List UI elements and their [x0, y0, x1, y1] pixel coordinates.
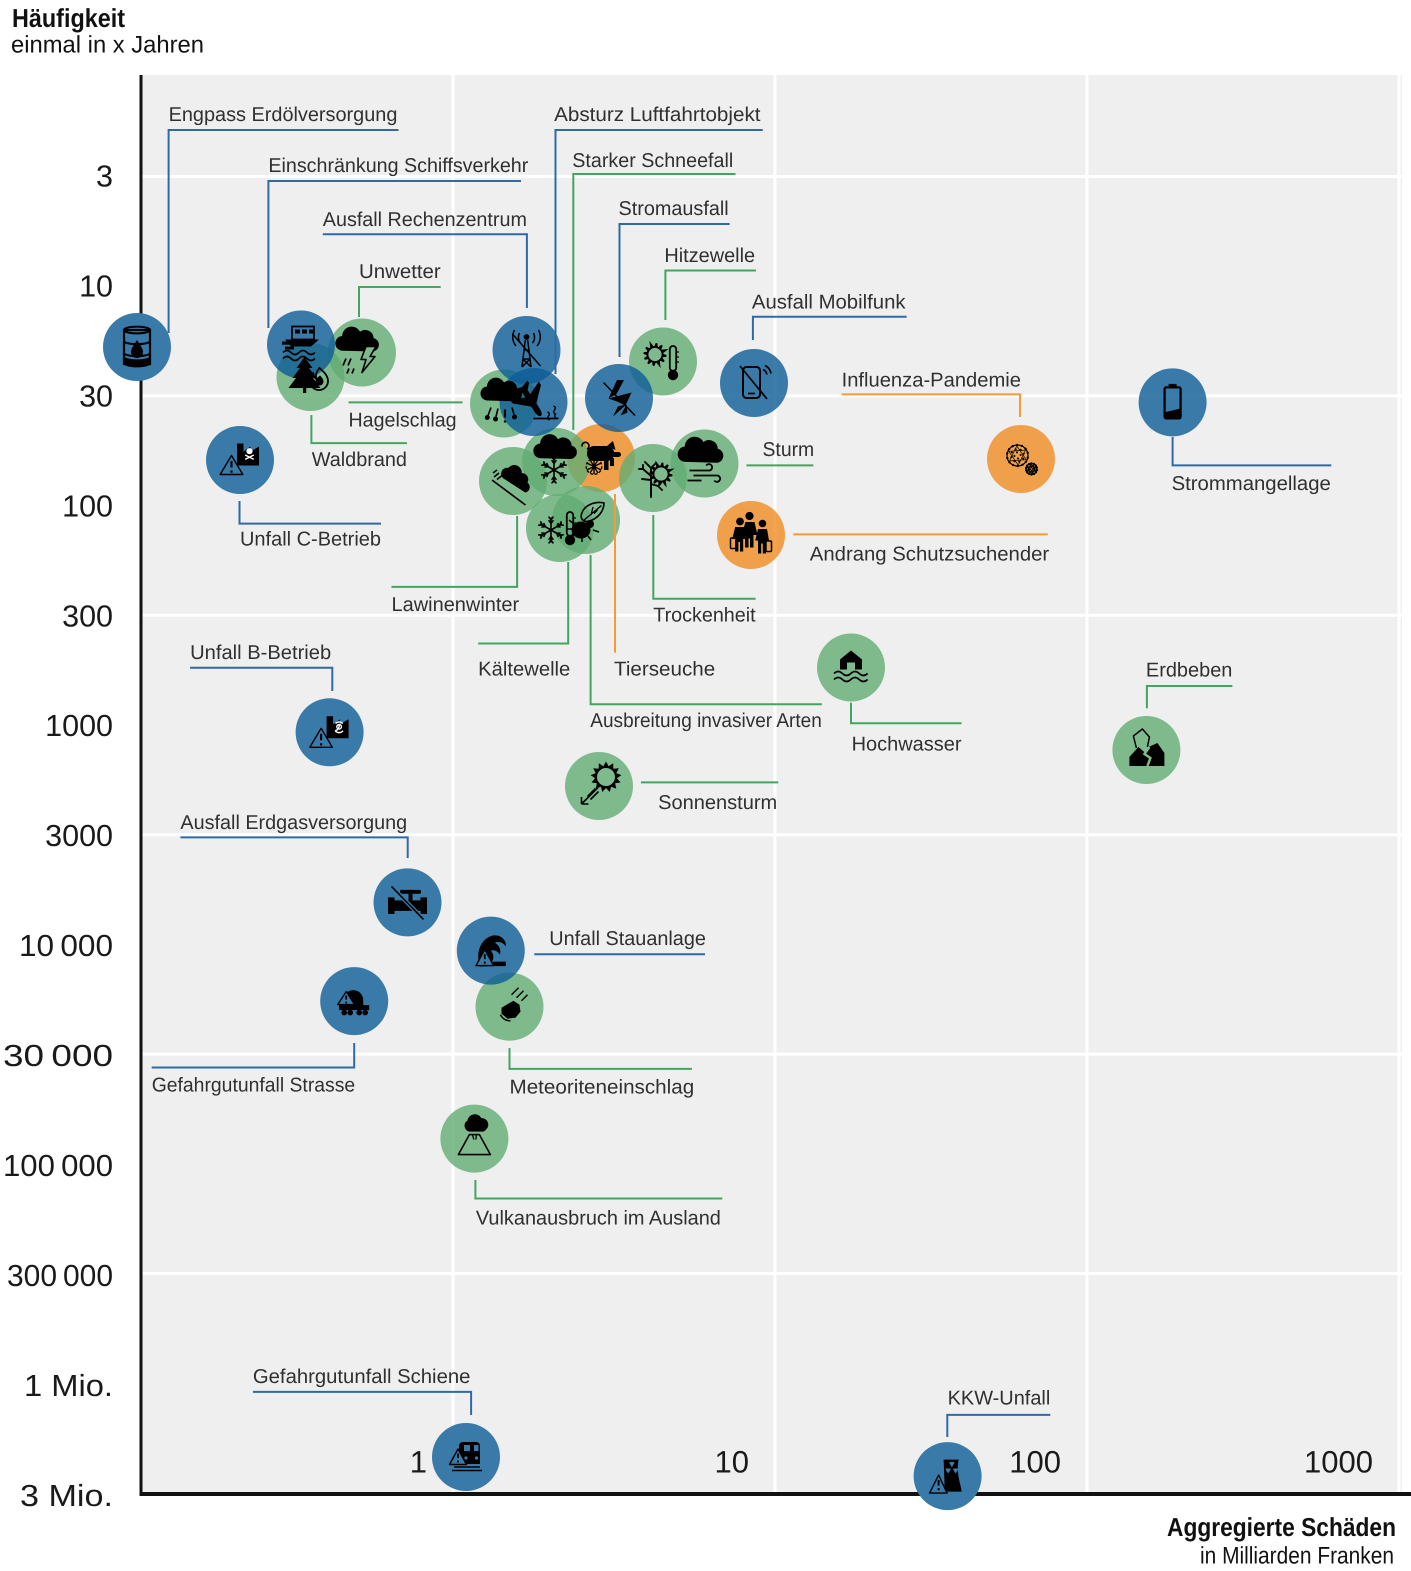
svg-text:Waldbrand: Waldbrand: [312, 449, 407, 471]
svg-text:Unfall C-Betrieb: Unfall C-Betrieb: [240, 529, 381, 551]
svg-text:Erdbeben: Erdbeben: [1146, 660, 1233, 682]
svg-text:Unfall Stauanlage: Unfall Stauanlage: [549, 928, 706, 950]
svg-text:10: 10: [715, 1445, 749, 1480]
svg-text:Tierseuche: Tierseuche: [614, 658, 715, 680]
svg-text:Gefahrgutunfall Schiene: Gefahrgutunfall Schiene: [253, 1366, 471, 1388]
svg-text:Stromausfall: Stromausfall: [619, 198, 729, 220]
svg-text:100: 100: [62, 489, 113, 523]
svg-text:100: 100: [1009, 1445, 1061, 1480]
svg-text:Gefahrgutunfall Strasse: Gefahrgutunfall Strasse: [152, 1074, 356, 1096]
svg-text:Strommangellage: Strommangellage: [1172, 473, 1331, 495]
svg-text:in Milliarden Franken: in Milliarden Franken: [1200, 1543, 1394, 1570]
svg-text:300: 300: [62, 599, 113, 633]
svg-text:Unwetter: Unwetter: [359, 261, 441, 283]
svg-text:Ausbreitung invasiver Arten: Ausbreitung invasiver Arten: [590, 710, 822, 732]
svg-text:10 000: 10 000: [19, 929, 113, 963]
svg-text:Engpass Erdölversorgung: Engpass Erdölversorgung: [169, 104, 398, 126]
svg-text:3: 3: [96, 160, 113, 194]
svg-text:Hochwasser: Hochwasser: [852, 733, 962, 755]
svg-text:100 000: 100 000: [3, 1149, 113, 1183]
svg-text:Häufigkeit: Häufigkeit: [12, 3, 125, 33]
svg-text:30 000: 30 000: [3, 1039, 113, 1073]
svg-text:Vulkanausbruch im Ausland: Vulkanausbruch im Ausland: [476, 1208, 721, 1230]
svg-text:Absturz Luftfahrtobjekt: Absturz Luftfahrtobjekt: [554, 104, 761, 126]
svg-text:Unfall B-Betrieb: Unfall B-Betrieb: [190, 642, 331, 664]
svg-text:1: 1: [410, 1445, 427, 1480]
svg-text:Influenza-Pandemie: Influenza-Pandemie: [842, 369, 1021, 391]
svg-text:Trockenheit: Trockenheit: [653, 605, 756, 627]
svg-text:KKW-Unfall: KKW-Unfall: [948, 1387, 1051, 1409]
svg-text:Ausfall Mobilfunk: Ausfall Mobilfunk: [752, 292, 907, 314]
svg-text:Hagelschlag: Hagelschlag: [349, 410, 457, 432]
svg-text:Andrang Schutzsuchender: Andrang Schutzsuchender: [810, 544, 1050, 566]
svg-text:Sturm: Sturm: [763, 439, 815, 461]
svg-text:Aggregierte Schäden: Aggregierte Schäden: [1167, 1512, 1396, 1542]
svg-text:30: 30: [79, 379, 113, 413]
svg-text:3000: 3000: [45, 819, 113, 853]
svg-text:Starker Schneefall: Starker Schneefall: [572, 150, 733, 172]
svg-text:Lawinenwinter: Lawinenwinter: [392, 594, 520, 616]
svg-text:300 000: 300 000: [7, 1259, 113, 1293]
svg-text:Hitzewelle: Hitzewelle: [664, 245, 755, 267]
svg-text:1000: 1000: [45, 709, 113, 743]
svg-text:Sonnensturm: Sonnensturm: [658, 792, 777, 814]
svg-text:Ausfall Erdgasversorgung: Ausfall Erdgasversorgung: [180, 812, 407, 834]
svg-text:Kältewelle: Kältewelle: [478, 658, 570, 680]
svg-text:1 Mio.: 1 Mio.: [24, 1369, 113, 1403]
svg-text:3 Mio.: 3 Mio.: [20, 1479, 113, 1513]
svg-text:Einschränkung Schiffsverkehr: Einschränkung Schiffsverkehr: [268, 155, 528, 177]
svg-text:10: 10: [79, 269, 113, 303]
svg-text:einmal in x Jahren: einmal in x Jahren: [11, 32, 204, 59]
svg-text:Ausfall Rechenzentrum: Ausfall Rechenzentrum: [323, 209, 527, 231]
svg-text:1000: 1000: [1304, 1445, 1373, 1480]
svg-text:Meteoriteneinschlag: Meteoriteneinschlag: [510, 1077, 695, 1099]
